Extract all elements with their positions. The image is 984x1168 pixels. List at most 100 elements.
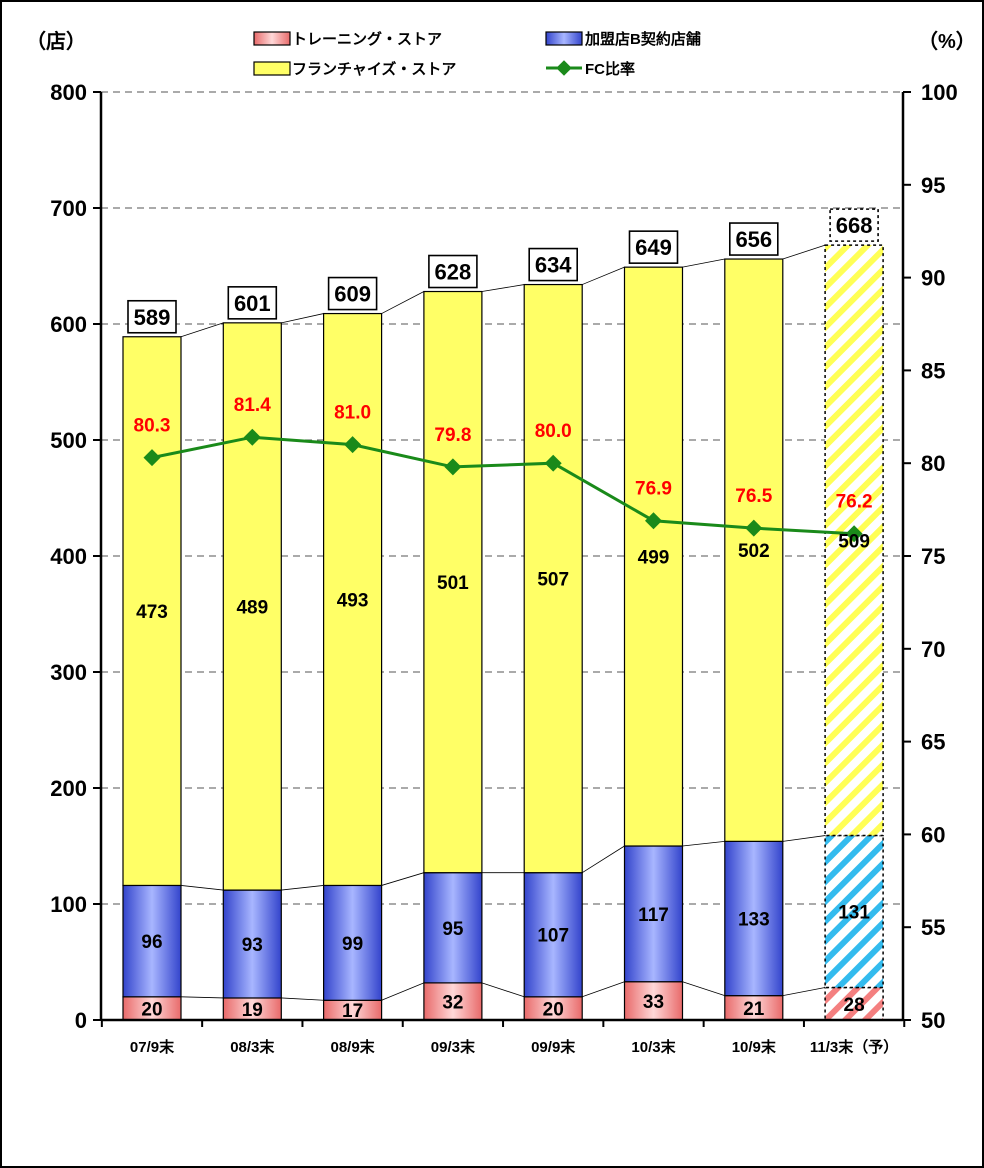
- segment-value-label: 131: [838, 903, 870, 924]
- total-label-box: [327, 276, 378, 311]
- legend-label-b-contract: 加盟店B契約店舗: [584, 30, 701, 48]
- fc-ratio-label: 79.8: [434, 425, 471, 446]
- bar-segment-franchise: [323, 312, 383, 887]
- legend-label-franchise: フランチャイズ・ストア: [292, 60, 456, 78]
- connector-lines: [180, 244, 826, 1001]
- legend: トレーニング・ストア 加盟店B契約店舗 フランチャイズ・ストア FC比率: [253, 30, 701, 78]
- bar-segment-training: [724, 995, 784, 1021]
- series-connector-line: [481, 284, 525, 292]
- axes: 0 100 200 300 400 500 600 700 800 50 55 60 65 70 75 80 8…: [50, 80, 957, 1033]
- bar-segment-franchise: [222, 322, 282, 891]
- series-connector-line: [381, 291, 425, 314]
- total-label-box: [528, 247, 579, 282]
- legend-swatch-training: [253, 31, 291, 46]
- legend-marker-fc-ratio: [556, 60, 572, 76]
- series-connector-line: [381, 982, 425, 1001]
- total-label-box: [127, 299, 177, 334]
- data-labels: 07/9末 08/3末 08/9末 09/3末 09/9末 10/3末 10/9末 11/3末…: [127, 208, 898, 1056]
- total-label: 628: [435, 260, 472, 285]
- x-tick-label: 10/9末: [732, 1038, 777, 1056]
- bar-segment-franchise: [122, 336, 182, 887]
- total-label: 649: [635, 235, 672, 260]
- fc-ratio-label: 76.5: [735, 486, 772, 507]
- series-connector-line: [582, 981, 625, 998]
- fc-ratio-marker: [444, 458, 462, 476]
- series-connector-line: [581, 845, 625, 874]
- fc-ratio-label: 81.0: [334, 403, 371, 424]
- total-label: 589: [134, 305, 171, 330]
- total-label-box: [628, 230, 679, 264]
- y-tick-label: 400: [50, 544, 87, 569]
- segment-value-label: 20: [543, 999, 564, 1020]
- y2-tick-label: 80: [921, 451, 945, 476]
- y-tick-label: 200: [50, 776, 87, 801]
- segment-value-label: 501: [437, 573, 469, 594]
- x-tick-label: 08/9末: [330, 1038, 375, 1056]
- bar-group: [122, 244, 884, 1021]
- series-connector-line: [682, 258, 725, 268]
- bar-segment-b-contract: [523, 872, 583, 998]
- fc-ratio-marker: [243, 428, 261, 446]
- fc-ratio-label: 80.0: [535, 421, 572, 442]
- y-tick-label: 100: [50, 892, 87, 917]
- segment-value-label: 507: [537, 570, 569, 591]
- segment-value-label: 493: [337, 591, 369, 612]
- segment-value-label: 19: [242, 1000, 263, 1021]
- bar-segment-b-contract: [824, 834, 884, 989]
- y-tick-label: 800: [50, 80, 87, 105]
- series-connector-line: [782, 835, 826, 842]
- bar-segment-b-contract: [724, 840, 784, 997]
- segment-value-label: 99: [342, 934, 363, 955]
- segment-value-label: 133: [738, 910, 770, 931]
- y2-tick-label: 55: [921, 915, 945, 940]
- fc-ratio-line: [143, 428, 863, 543]
- series-connector-line: [281, 313, 324, 324]
- segment-value-label: 32: [442, 992, 463, 1013]
- y-axis-unit-left: （店）: [26, 30, 86, 53]
- fc-ratio-label: 80.3: [134, 416, 171, 437]
- fc-ratio-marker: [745, 519, 763, 537]
- series-connector-line: [481, 982, 525, 998]
- y2-tick-label: 95: [921, 173, 945, 198]
- y-tick-label: 0: [75, 1008, 87, 1033]
- segment-value-label: 17: [342, 1001, 363, 1022]
- fc-ratio-label: 76.9: [635, 479, 672, 500]
- segment-value-label: 509: [838, 531, 870, 552]
- x-tick-label: 09/3末: [431, 1038, 476, 1056]
- total-label-box: [728, 222, 779, 256]
- y-tick-label: 300: [50, 660, 87, 685]
- legend-swatch-franchise: [253, 61, 291, 76]
- total-label: 656: [735, 227, 772, 252]
- segment-value-label: 33: [643, 992, 664, 1013]
- segment-value-label: 21: [743, 999, 765, 1020]
- legend-swatch-b-contract: [545, 31, 583, 46]
- series-connector-line: [180, 885, 224, 891]
- y-axis-unit-right: （%）: [918, 30, 976, 53]
- total-label: 634: [535, 253, 572, 278]
- total-label-box: [428, 254, 478, 289]
- bar-segment-training: [423, 982, 483, 1021]
- segment-value-label: 489: [236, 597, 268, 618]
- series-connector-line: [381, 872, 425, 886]
- total-label: 609: [334, 282, 371, 307]
- x-tick-label: 08/3末: [230, 1038, 275, 1056]
- segment-value-label: 107: [537, 926, 569, 947]
- y2-tick-label: 100: [921, 80, 958, 105]
- segment-value-label: 117: [638, 905, 669, 926]
- segment-value-label: 96: [141, 932, 162, 953]
- series-connector-line: [682, 981, 725, 997]
- bar-segment-b-contract: [222, 889, 282, 999]
- series-connector-line: [180, 322, 224, 338]
- y2-tick-label: 70: [921, 637, 945, 662]
- legend-label-training: トレーニング・ストア: [292, 30, 442, 48]
- segment-value-label: 473: [136, 602, 168, 623]
- series-connector-line: [281, 997, 324, 1001]
- y2-tick-label: 65: [921, 730, 945, 755]
- bar-segment-franchise: [623, 266, 684, 847]
- bar-segment-franchise: [724, 258, 784, 842]
- fc-ratio-marker: [544, 454, 562, 472]
- fc-ratio-marker: [645, 512, 662, 530]
- series-connector-line: [782, 987, 826, 997]
